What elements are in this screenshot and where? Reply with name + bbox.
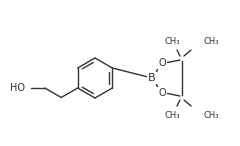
- Text: O: O: [158, 58, 166, 68]
- Text: CH₃: CH₃: [164, 111, 180, 119]
- Text: CH₃: CH₃: [164, 36, 180, 46]
- Text: CH₃: CH₃: [204, 111, 220, 119]
- Text: B: B: [148, 73, 156, 83]
- Text: CH₃: CH₃: [204, 36, 220, 46]
- Text: HO: HO: [10, 83, 25, 93]
- Text: O: O: [158, 88, 166, 98]
